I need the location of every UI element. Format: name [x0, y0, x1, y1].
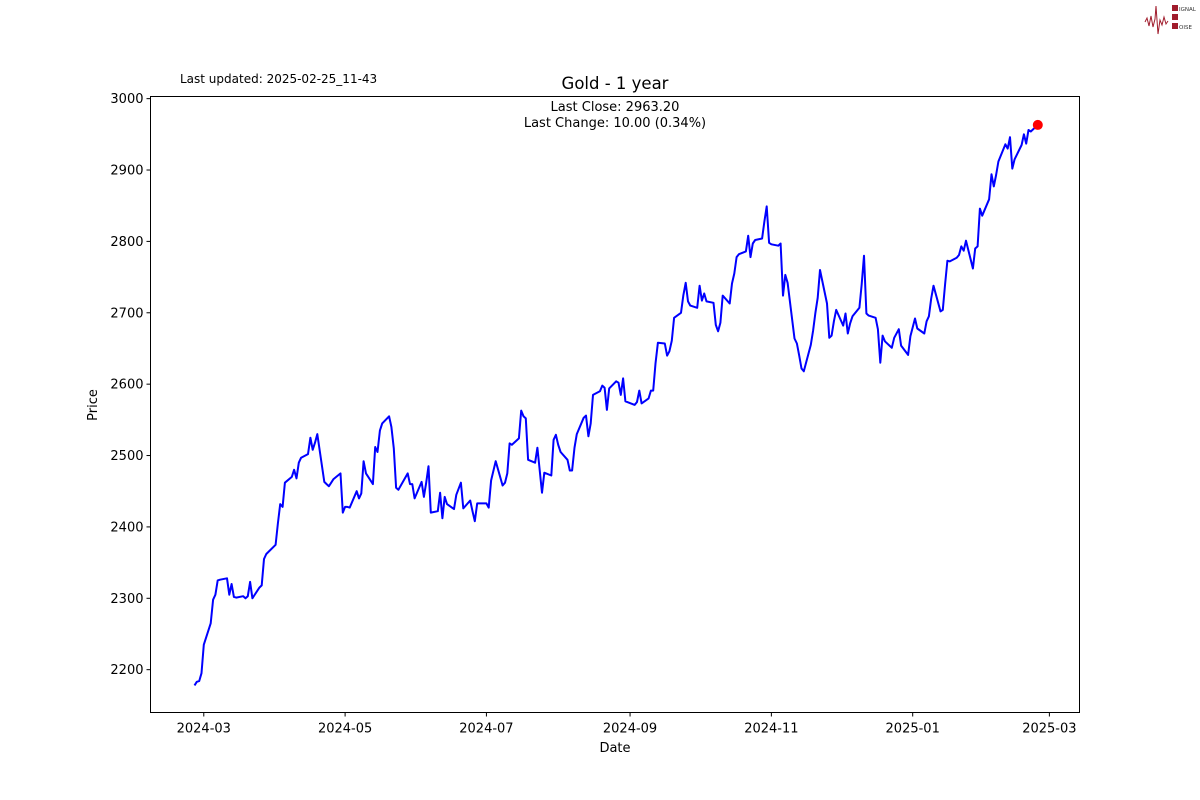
- y-tick-label: 2600: [110, 378, 143, 393]
- y-tick-label: 2300: [110, 592, 143, 607]
- signal-2-noise-logo: IGNAL OISE: [1144, 5, 1197, 35]
- y-tick-label: 2500: [110, 449, 143, 464]
- y-tick-label: 2900: [110, 164, 143, 179]
- y-tick-label: 3000: [110, 92, 143, 107]
- axis-ticks: 2024-03 2024-05 2024-07 2024-09 2024-11 2025-…: [110, 92, 1076, 736]
- x-tick-label: 2024-05: [318, 722, 372, 737]
- logo-word-noise: OISE: [1179, 25, 1192, 31]
- x-tick-label: 2025-03: [1022, 722, 1076, 737]
- y-tick-label: 2800: [110, 235, 143, 250]
- last-close-annotation: Last Close: 2963.20: [551, 100, 680, 115]
- y-tick-label: 2400: [110, 520, 143, 535]
- x-tick-label: 2024-03: [177, 722, 231, 737]
- logo-box-2: [1172, 14, 1178, 20]
- x-tick-label: 2025-01: [886, 722, 940, 737]
- x-axis-label: Date: [599, 741, 630, 756]
- logo-word-signal: IGNAL: [1179, 7, 1197, 13]
- last-change-annotation: Last Change: 10.00 (0.34%): [524, 116, 706, 131]
- x-tick-label: 2024-09: [603, 722, 657, 737]
- x-tick-label: 2024-07: [459, 722, 513, 737]
- last-close-marker: [1032, 119, 1043, 130]
- logo-waveform-icon: [1144, 5, 1169, 35]
- last-updated-label: Last updated: 2025-02-25_11-43: [180, 72, 377, 86]
- x-tick-label: 2024-11: [744, 722, 798, 737]
- plot-frame: [150, 96, 1080, 713]
- logo-box-s: [1172, 5, 1178, 11]
- y-tick-label: 2200: [110, 663, 143, 678]
- chart-title: Gold - 1 year: [562, 74, 669, 93]
- y-axis-label: Price: [86, 389, 101, 421]
- logo-box-n: [1172, 23, 1178, 29]
- gold-price-line: [193, 124, 1039, 686]
- y-tick-label: 2700: [110, 306, 143, 321]
